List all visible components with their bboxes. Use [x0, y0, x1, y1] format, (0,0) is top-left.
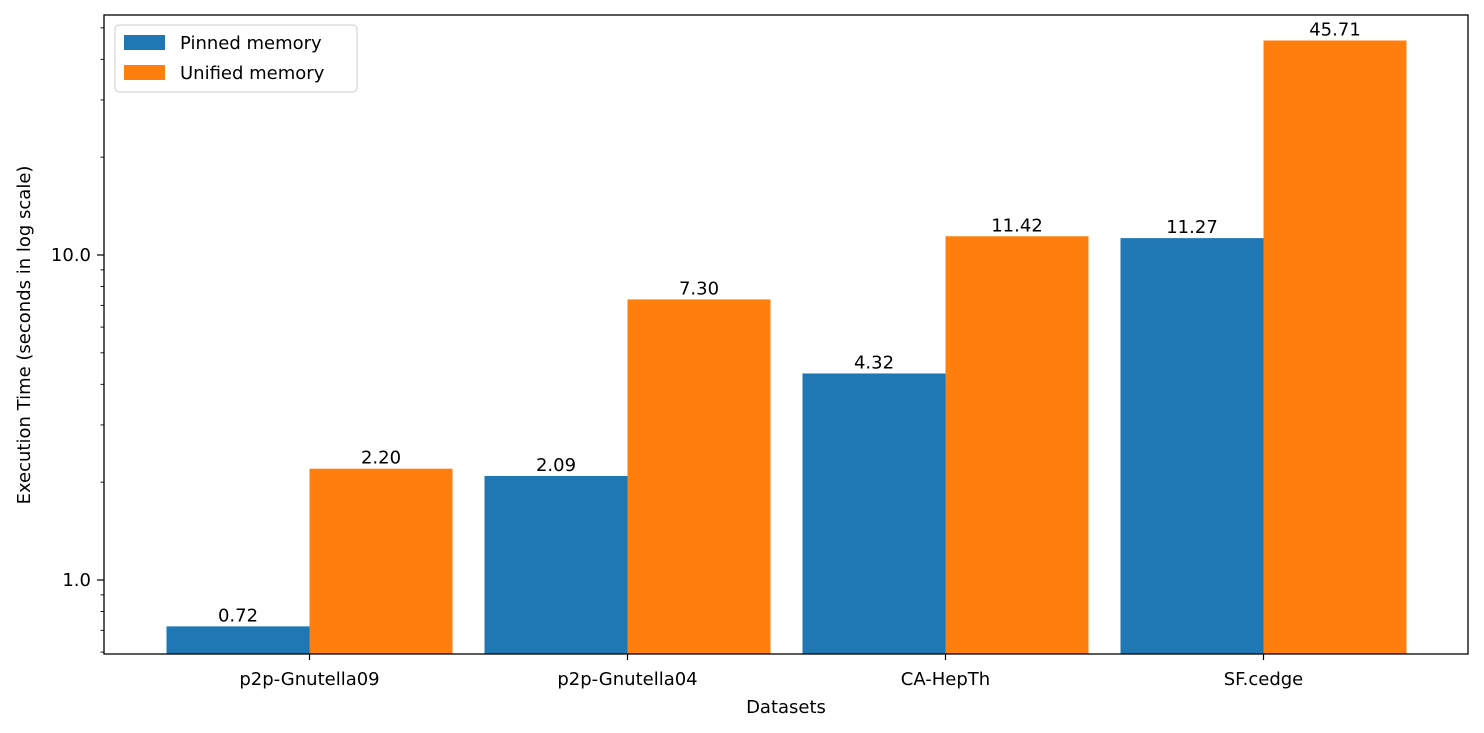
legend-box	[114, 24, 358, 93]
legend-swatch-pinned	[124, 35, 165, 50]
bar-pinned-0	[166, 626, 310, 654]
bar-label-pinned-3: 11.27	[1166, 217, 1218, 238]
bar-label-unified-3: 45.71	[1309, 19, 1361, 40]
bars-group	[166, 40, 1407, 655]
y-tick-label-0: 1.0	[62, 570, 91, 591]
bar-label-pinned-2: 4.32	[854, 352, 894, 373]
x-tick-label-0: p2p-Gnutella09	[239, 669, 379, 690]
x-axis-label: Datasets	[746, 697, 826, 718]
legend-swatch-unified	[124, 65, 165, 80]
bar-pinned-1	[484, 475, 628, 654]
bar-label-pinned-0: 0.72	[218, 605, 258, 626]
legend-label-unified: Unified memory	[180, 63, 325, 84]
bar-label-unified-0: 2.20	[361, 448, 401, 469]
bar-label-unified-2: 11.42	[991, 215, 1043, 236]
bar-labels-group: 0.72 2.20 2.09 7.30 4.32 11.42 11.27 45.71	[218, 19, 1361, 626]
bar-label-unified-1: 7.30	[679, 278, 719, 299]
bar-unified-0	[309, 468, 453, 654]
bar-pinned-3	[1120, 238, 1264, 654]
x-tick-label-3: SF.cedge	[1224, 669, 1304, 690]
y-axis-label: Execution Time (seconds in log scale)	[14, 166, 35, 505]
bar-unified-1	[627, 299, 771, 654]
plot-frame	[103, 14, 1469, 655]
x-tick-label-1: p2p-Gnutella04	[557, 669, 697, 690]
legend: Pinned memory Unified memory	[114, 24, 358, 93]
bar-label-pinned-1: 2.09	[536, 455, 576, 476]
legend-label-pinned: Pinned memory	[180, 33, 322, 54]
bar-unified-3	[1263, 40, 1407, 655]
x-tick-label-2: CA-HepTh	[901, 669, 990, 690]
ticks-group: p2p-Gnutella09 p2p-Gnutella04 CA-HepTh SF.c…	[51, 27, 1304, 690]
bar-pinned-2	[802, 373, 946, 654]
y-tick-label-1: 10.0	[51, 245, 91, 266]
bar-unified-2	[945, 236, 1089, 654]
